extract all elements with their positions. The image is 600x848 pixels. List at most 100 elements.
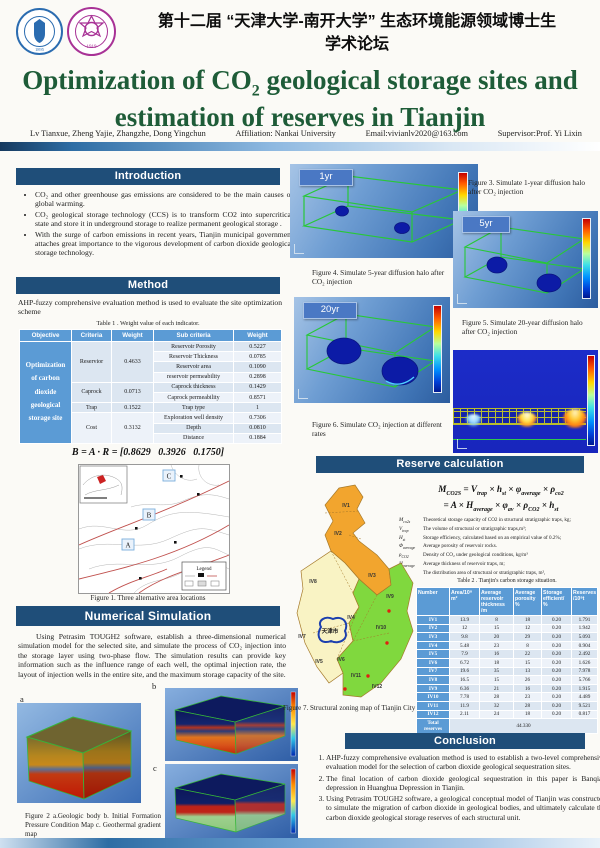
- value-cell: 15: [479, 675, 514, 685]
- tianjin-logo-graphic: 1895: [16, 8, 63, 55]
- forum-title-line1: 第十二届 “天津大学-南开大学” 生态环境能源领域博士生: [157, 13, 557, 30]
- table2-header-cell: Number: [416, 587, 450, 616]
- value-cell: 0.20: [541, 615, 572, 625]
- value-cell: 16: [513, 683, 542, 694]
- value-cell: 1.915: [571, 683, 598, 694]
- zone-label: IV5: [315, 659, 323, 665]
- subcriteria-weight-cell: 0.0810: [233, 422, 282, 434]
- value-cell: 0.20: [541, 632, 572, 642]
- definition-symbol: Mco2s: [399, 517, 411, 525]
- table2-total-row: Total reserves 44.330: [416, 718, 598, 734]
- poster-title: Optimization of CO2 geological storage s…: [0, 64, 600, 133]
- axis-glyph: [457, 439, 467, 449]
- zone-number-cell: IV4: [416, 640, 450, 651]
- table2-caption: Table 2 . Tianjin's carbon storage situa…: [457, 578, 557, 584]
- figure2c-graphic: [165, 764, 298, 838]
- nankai-university-logo: 1919: [67, 7, 116, 56]
- label-20yr: 20yr: [303, 302, 357, 319]
- value-cell: 9.521: [571, 700, 598, 711]
- value-cell: 9.8: [449, 632, 480, 642]
- figure7-caption: Figure 7. Structural zoning map of Tianj…: [283, 704, 416, 712]
- affiliation: Affiliation: Nankai University: [235, 129, 336, 138]
- legend-title: Legend: [197, 567, 212, 572]
- value-cell: 18: [479, 657, 514, 668]
- value-cell: 5.093: [571, 632, 598, 642]
- value-cell: 5.766: [571, 675, 598, 685]
- criteria-weight-cell: 0.1522: [111, 402, 154, 414]
- list-item: AHP-fuzzy comprehensive evaluation metho…: [326, 753, 600, 772]
- definition-symbol: Vtrap: [399, 525, 409, 533]
- list-item: CO₂ geological storage technology (CCS) …: [35, 210, 293, 229]
- value-cell: 23: [479, 640, 514, 651]
- figure1-caption: Figure 1. Three alternative area locatio…: [90, 594, 206, 602]
- value-cell: 11.9: [449, 700, 480, 711]
- zone-number-cell: IV3: [416, 632, 450, 642]
- figure1-legend: Legend: [181, 561, 227, 591]
- table-row: IV2 12 15 12 0.20 1.942: [416, 623, 598, 634]
- zone-number-cell: IV7: [416, 666, 450, 677]
- table-row: IV9 6.36 21 16 0.20 1.915: [416, 683, 598, 694]
- total-label-cell: Total reserves: [416, 718, 450, 734]
- subcriteria-cell: Caprock permeability: [153, 391, 234, 404]
- header-divider: [0, 142, 600, 151]
- figure5-20yr-simulation: 20yr: [294, 297, 450, 403]
- definition-text: Density of CO₂ under geological conditio…: [423, 552, 528, 559]
- formula-line1: MCO2S = Vtrap × hst × φaverage × ρco2: [438, 484, 564, 497]
- inset-study-area-marker: [97, 475, 106, 484]
- table-row: IV3 9.8 20 29 0.20 5.093: [416, 632, 598, 642]
- nankai-logo-graphic: 1919: [67, 7, 116, 56]
- fuzzy-result-formula: B = A · R = [0.8629 0.3926 0.1750]: [71, 447, 225, 458]
- table2-header-row: Number Area/10⁸ m² Average reservoir thick…: [416, 587, 598, 616]
- figure2c-label: c: [153, 763, 157, 773]
- zone-number-cell: IV10: [416, 692, 450, 702]
- table1-header-row: Objective Criteria Weight Sub criteria Weigh…: [19, 329, 282, 342]
- email: Email:vivianlv2020@163.com: [365, 129, 468, 138]
- zone-label: IV8: [309, 579, 317, 585]
- value-cell: 4.489: [571, 692, 598, 702]
- figure1-inset-map: [79, 465, 128, 504]
- plume-low-rate: [464, 413, 482, 427]
- value-cell: 15: [513, 657, 542, 668]
- value-cell: 1.791: [571, 615, 598, 625]
- definition-row: AThe distribution area of structural or …: [399, 570, 599, 578]
- value-cell: 28: [513, 700, 542, 711]
- table1-caption: Table 1 . Weight value of each indicator…: [96, 320, 200, 327]
- table1-objective-cell: Optimization of carbon dioxide geologica…: [19, 341, 72, 444]
- criteria-cell: Cost: [71, 412, 112, 444]
- value-cell: 1.942: [571, 623, 598, 634]
- criteria-weight-cell: 0.4633: [111, 341, 154, 383]
- definition-symbol: ρCO2: [399, 552, 409, 560]
- table2-header-cell: Reserves /10⁸t: [571, 587, 598, 616]
- value-cell: 28: [479, 692, 514, 702]
- tianjin-logo-year: 1895: [35, 47, 45, 52]
- zone-label: IV4: [347, 615, 355, 621]
- zone-number-cell: IV2: [416, 623, 450, 634]
- subcriteria-weight-cell: 0.0785: [233, 351, 282, 363]
- table-row: IV8 16.5 15 26 0.20 5.766: [416, 675, 598, 685]
- value-cell: 13.9: [449, 615, 480, 625]
- value-cell: 20: [479, 632, 514, 642]
- colorbar: [587, 355, 595, 446]
- value-cell: 18: [513, 709, 542, 720]
- list-item: The final location of carbon dioxide geo…: [326, 774, 600, 793]
- table-row: IV1 13.9 8 18 0.20 1.791: [416, 615, 598, 625]
- figure2-caption: Figure 2 a.Geologic body b. Initial Form…: [25, 812, 161, 838]
- conclusion-list: AHP-fuzzy comprehensive evaluation metho…: [312, 753, 600, 824]
- figure6-injection-rates: [453, 350, 598, 453]
- value-cell: 12: [513, 623, 542, 634]
- definition-row: Vtrap The volume of structural or stratig…: [399, 526, 599, 535]
- list-item: Using Petrasim TOUGH2 software, a geolog…: [326, 794, 600, 822]
- value-cell: 0.20: [541, 692, 572, 702]
- value-cell: 8: [513, 640, 542, 651]
- table1-header-cell: Sub criteria: [153, 329, 234, 342]
- area-label-a: A: [125, 542, 130, 550]
- figure4-caption: Figure 4. Simulate 5-year diffusion halo…: [312, 268, 445, 287]
- definition-text: Average thickness of reservoir traps, m;: [423, 560, 505, 567]
- definition-row: Hst Storage efficiency, calculated based …: [399, 535, 599, 544]
- section-introduction: Introduction: [16, 168, 280, 185]
- definition-text: Storage efficiency, calculated based on …: [423, 534, 562, 541]
- figure2c-geothermal-map: [165, 764, 298, 838]
- table-row: IV12 2.11 24 18 0.20 0.817: [416, 709, 598, 720]
- area-label-b: B: [147, 512, 152, 520]
- section-conclusion: Conclusion: [345, 733, 585, 749]
